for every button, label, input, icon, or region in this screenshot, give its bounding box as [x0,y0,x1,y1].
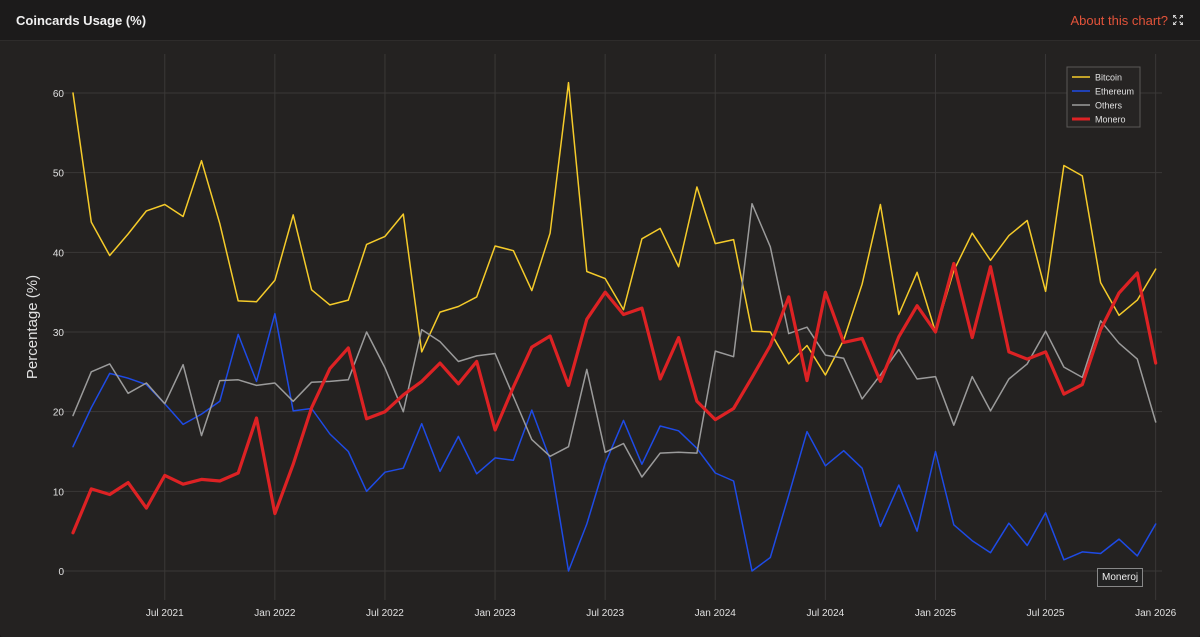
x-tick-label: Jan 2025 [915,608,957,619]
line-chart: 0 10 20 30 40 50 60 Jul 2021 Jan 2022 Jul 2022 Jan… [24,54,1177,619]
y-tick-label: 50 [53,169,65,180]
legend-label-monero: Monero [1095,115,1126,125]
legend-label-others: Others [1095,101,1123,111]
x-tick-label: Jul 2022 [366,608,404,619]
legend-box [1066,66,1141,128]
axis-layer: 0 10 20 30 40 50 60 Jul 2021 Jan 2022 Jul 2022 Jan… [24,89,1177,619]
x-tick-label: Jul 2021 [146,608,184,619]
x-tick-label: Jan 2026 [1135,608,1177,619]
x-tick-label: Jul 2023 [586,608,624,619]
y-axis-label: Percentage (%) [24,275,41,379]
grid-layer [62,54,1162,600]
series-layer [71,81,1158,572]
legend-label-ethereum: Ethereum [1095,87,1134,97]
expand-icon[interactable] [1173,15,1183,25]
y-tick-label: 40 [53,248,65,259]
x-tick-label: Jan 2024 [695,608,737,619]
x-tick-label: Jul 2024 [806,608,844,619]
series-line-bitcoin [72,81,1157,376]
about-chart-link[interactable]: About this chart? [1070,13,1168,28]
series-line-ethereum [72,312,1157,572]
y-tick-label: 60 [53,89,65,100]
legend-label-bitcoin: Bitcoin [1095,73,1122,83]
x-tick-label: Jul 2025 [1027,608,1065,619]
chart-header: Coincards Usage (%) About this chart? [0,0,1200,41]
chart-title: Coincards Usage (%) [16,13,147,28]
x-tick-label: Jan 2022 [254,608,296,619]
series-line-monero [71,261,1158,535]
series-line-others [72,202,1157,478]
y-tick-label: 20 [53,408,65,419]
y-tick-label: 30 [53,328,65,339]
hover-tooltip: Moneroj [1097,568,1144,587]
x-tick-label: Jan 2023 [474,608,516,619]
legend[interactable]: Bitcoin Ethereum Others Monero [1066,66,1141,128]
y-tick-label: 10 [53,487,65,498]
y-tick-label: 0 [58,567,64,578]
